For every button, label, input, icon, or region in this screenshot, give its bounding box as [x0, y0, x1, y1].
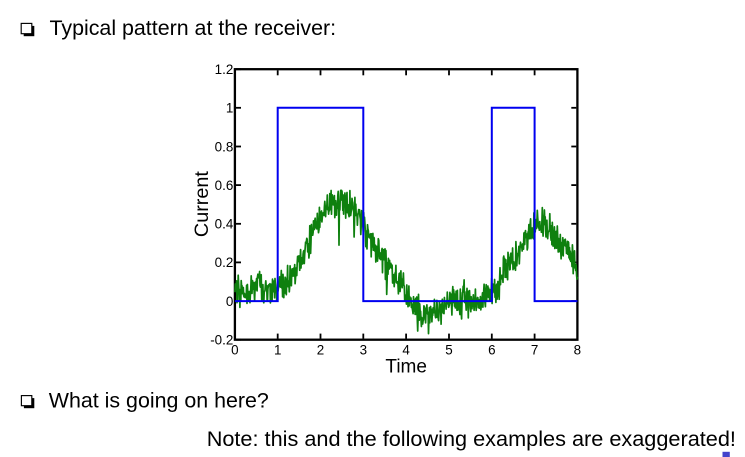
svg-text:7: 7 [531, 343, 538, 358]
svg-text:0.4: 0.4 [215, 217, 234, 232]
svg-text:Note: this and the following e: Note: this and the following examples ar… [207, 426, 736, 451]
svg-text:-0.2: -0.2 [210, 333, 233, 348]
svg-text:3: 3 [360, 343, 367, 358]
svg-text:Current: Current [191, 171, 213, 237]
svg-text:4: 4 [402, 343, 410, 358]
svg-text:Typical pattern at the receive: Typical pattern at the receiver: [50, 16, 337, 40]
svg-text:0: 0 [231, 343, 238, 358]
svg-text:What is going on here?: What is going on here? [49, 389, 269, 413]
svg-text:0.6: 0.6 [215, 178, 234, 193]
svg-text:0.8: 0.8 [215, 139, 234, 154]
svg-text:0.2: 0.2 [215, 255, 234, 270]
svg-text:6: 6 [488, 343, 495, 358]
svg-text:Time: Time [385, 356, 427, 377]
svg-text:0: 0 [226, 294, 233, 309]
svg-text:1.2: 1.2 [215, 62, 234, 77]
svg-text:8: 8 [574, 343, 581, 358]
svg-text:5: 5 [445, 343, 452, 358]
svg-text:1: 1 [274, 343, 281, 358]
svg-text:1: 1 [226, 101, 233, 116]
svg-text:2: 2 [317, 343, 324, 358]
